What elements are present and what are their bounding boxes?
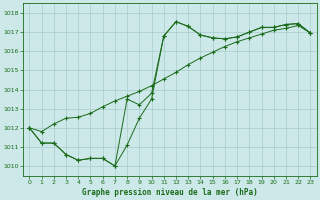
- X-axis label: Graphe pression niveau de la mer (hPa): Graphe pression niveau de la mer (hPa): [82, 188, 258, 197]
